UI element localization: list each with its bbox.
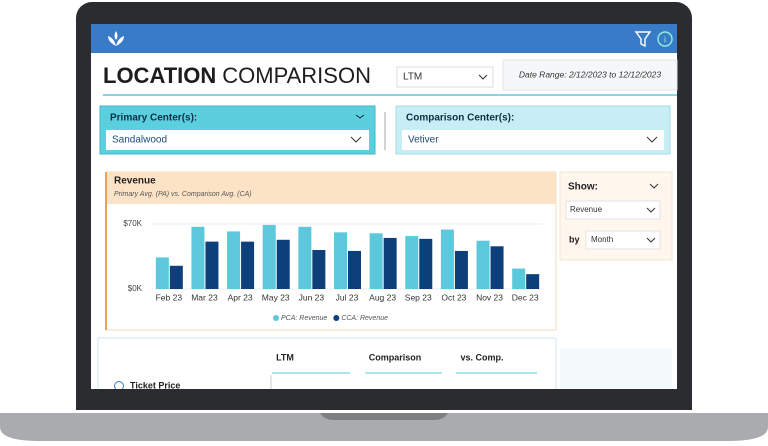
primary-label: Primary Center(s):: [110, 113, 197, 124]
metric-value: Revenue: [570, 205, 603, 214]
chart: $0K $70K Feb 23 Mar 23 Apr 23 May 23 Jun 23 Jul…: [123, 219, 543, 322]
chevron: [649, 183, 659, 189]
column-header: LTM: [276, 352, 294, 362]
x-tick-label: Feb 23: [156, 292, 183, 302]
bar: [419, 238, 433, 289]
x-tick-label: Mar 23: [191, 292, 218, 302]
laptop-notch: [320, 413, 448, 420]
bar: [227, 231, 241, 289]
bar: [383, 237, 397, 289]
x-tick-label: Jun 23: [299, 292, 325, 302]
x-tick-label: Dec 23: [512, 292, 539, 302]
chart-subtitle: Primary Avg. (PA) vs. Comparison Avg. (C…: [114, 191, 252, 198]
x-tick-label: Aug 23: [369, 292, 396, 302]
chevron: [355, 114, 365, 119]
y-tick-label: $70K: [123, 219, 142, 228]
bar: [276, 239, 290, 289]
chevron: [350, 136, 362, 143]
date-range: Date Range: 2/12/2023 to 12/12/2023: [519, 69, 662, 79]
bar: [348, 250, 361, 289]
title-bold: LOCATION: [103, 63, 216, 88]
filter-icon[interactable]: [634, 31, 652, 48]
x-tick-label: Nov 23: [476, 292, 503, 302]
laptop-chin: [76, 389, 692, 410]
bar: [169, 265, 183, 289]
chevron: [646, 237, 656, 243]
bar: [312, 250, 326, 289]
laptop-base: [0, 413, 768, 441]
by-label: by: [569, 234, 580, 244]
bar: [241, 241, 255, 289]
x-tick-label: Jul 23: [336, 292, 359, 302]
bar: [490, 246, 504, 289]
chevron: [478, 74, 488, 80]
by-dropdown[interactable]: [585, 230, 661, 250]
page-title: LOCATION COMPARISON: [103, 63, 371, 88]
bar: [526, 274, 540, 289]
info-glyph: i: [664, 34, 666, 44]
period-dropdown[interactable]: [396, 66, 494, 88]
y-tick-label: $0K: [128, 284, 143, 293]
bar: [334, 232, 347, 289]
period-value: LTM: [403, 72, 422, 83]
bar: [155, 257, 169, 289]
bar: [512, 268, 526, 289]
bar: [476, 240, 490, 289]
x-tick-label: May 23: [262, 292, 290, 302]
bar: [440, 229, 454, 289]
chart-header: [106, 172, 556, 204]
bar: [298, 226, 312, 289]
comparison-label: Comparison Center(s):: [406, 113, 514, 124]
bar: [454, 250, 468, 289]
legend-label: PCA: Revenue: [281, 315, 327, 322]
metric-dropdown[interactable]: [565, 200, 661, 220]
table-panel: [97, 337, 557, 399]
bar: [191, 226, 205, 289]
comparison-dropdown[interactable]: [402, 130, 664, 150]
column-header: Comparison: [369, 352, 422, 362]
bar: [262, 224, 276, 289]
chart-title: Revenue: [114, 176, 156, 187]
x-tick-label: Apr 23: [228, 292, 253, 302]
title-rest: COMPARISON: [222, 63, 371, 88]
column-header: vs. Comp.: [460, 352, 503, 362]
x-tick-label: Oct 23: [441, 292, 466, 302]
legend-label: CCA: Revenue: [341, 315, 388, 322]
show-label: Show:: [568, 182, 598, 193]
logo: [108, 31, 124, 46]
primary-dropdown[interactable]: [106, 130, 369, 150]
by-value: Month: [591, 235, 613, 244]
x-tick-label: Sep 23: [405, 292, 432, 302]
info-icon[interactable]: [657, 31, 673, 47]
bar: [369, 233, 383, 289]
bar: [405, 236, 419, 289]
legend-swatch: [273, 315, 279, 321]
row-label: Ticket Price: [130, 380, 180, 390]
date-range-box: [502, 59, 678, 91]
comparison-value: Vetiver: [408, 135, 439, 146]
chevron: [646, 136, 658, 143]
app-header: [91, 24, 677, 53]
bar: [205, 241, 219, 289]
primary-value: Sandalwood: [112, 135, 167, 146]
legend-swatch: [333, 315, 340, 321]
chevron: [646, 207, 656, 213]
